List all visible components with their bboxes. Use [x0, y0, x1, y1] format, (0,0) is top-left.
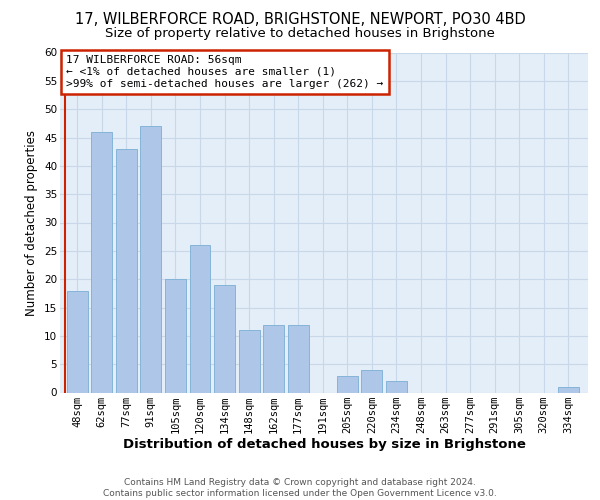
Text: Size of property relative to detached houses in Brighstone: Size of property relative to detached ho… — [105, 28, 495, 40]
Bar — [190, 245, 211, 392]
Bar — [140, 126, 161, 392]
X-axis label: Distribution of detached houses by size in Brighstone: Distribution of detached houses by size … — [122, 438, 526, 452]
Bar — [558, 387, 579, 392]
Bar — [165, 279, 186, 392]
Text: 17 WILBERFORCE ROAD: 56sqm
← <1% of detached houses are smaller (1)
>99% of semi: 17 WILBERFORCE ROAD: 56sqm ← <1% of deta… — [66, 56, 383, 88]
Bar — [239, 330, 260, 392]
Y-axis label: Number of detached properties: Number of detached properties — [25, 130, 38, 316]
Bar — [116, 149, 137, 392]
Bar — [91, 132, 112, 392]
Bar — [361, 370, 382, 392]
Bar — [386, 381, 407, 392]
Text: Contains HM Land Registry data © Crown copyright and database right 2024.
Contai: Contains HM Land Registry data © Crown c… — [103, 478, 497, 498]
Bar — [337, 376, 358, 392]
Bar — [67, 290, 88, 392]
Bar — [288, 324, 308, 392]
Bar — [263, 324, 284, 392]
Bar — [214, 285, 235, 393]
Text: 17, WILBERFORCE ROAD, BRIGHSTONE, NEWPORT, PO30 4BD: 17, WILBERFORCE ROAD, BRIGHSTONE, NEWPOR… — [74, 12, 526, 28]
